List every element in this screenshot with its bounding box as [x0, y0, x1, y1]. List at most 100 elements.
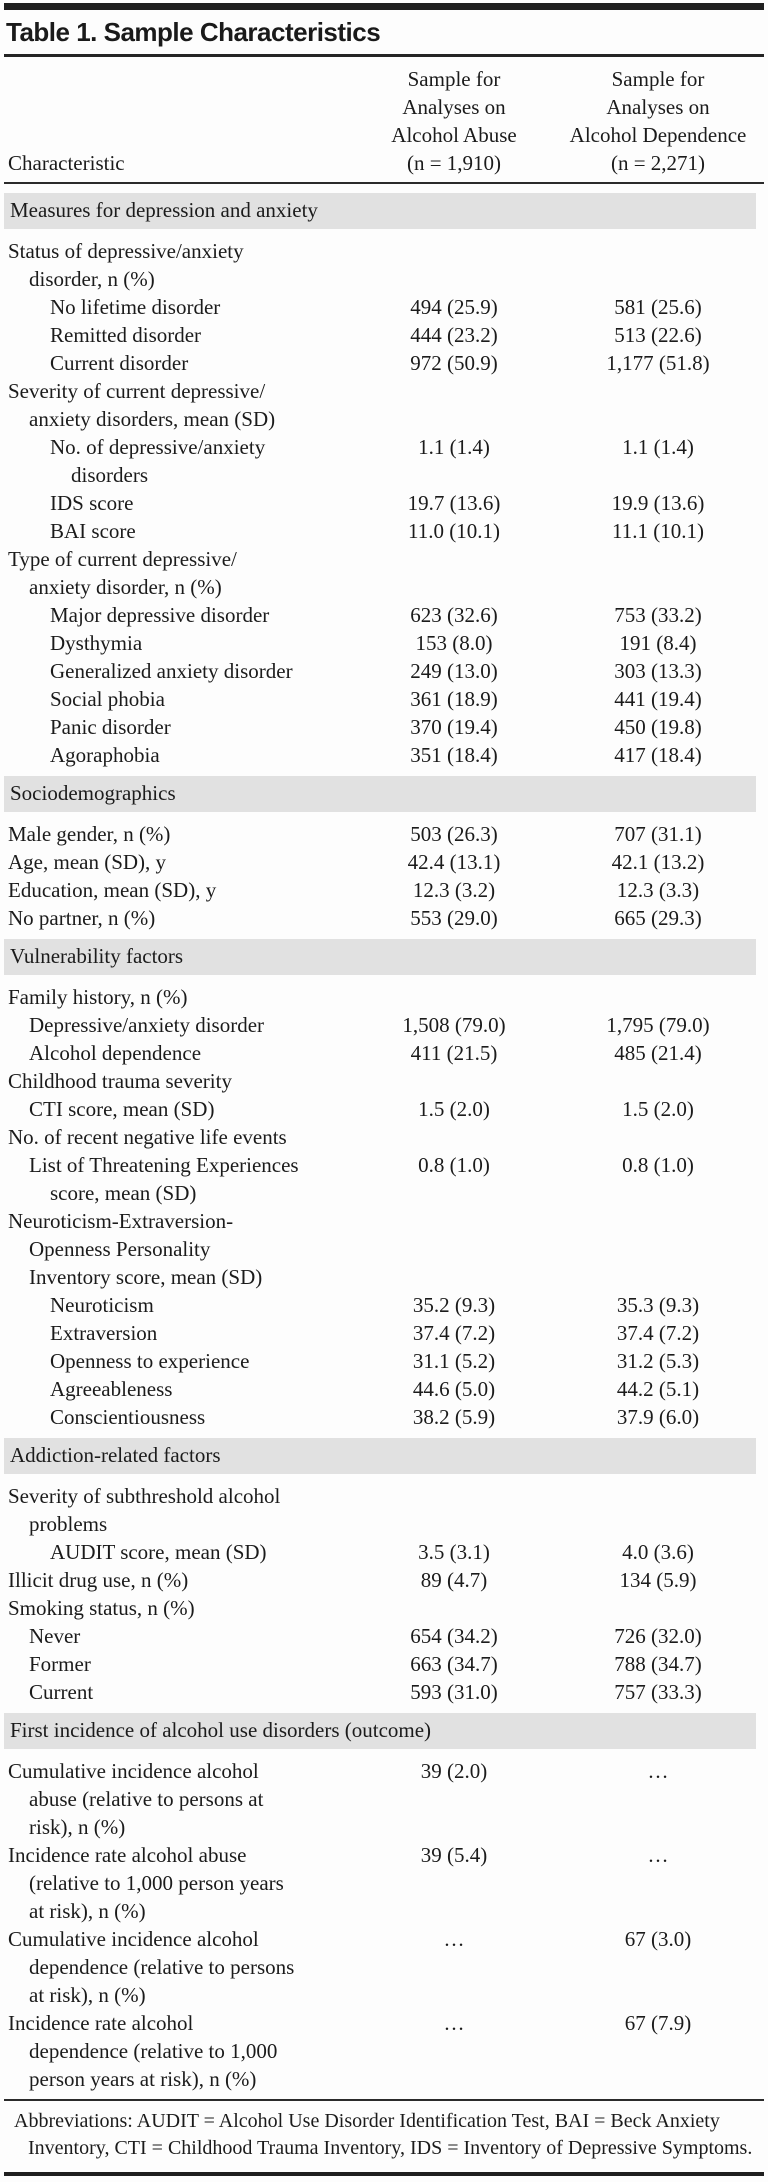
- title-rule: [4, 54, 764, 57]
- table-row: Panic disorder 370 (19.4) 450 (19.8): [4, 713, 764, 741]
- table-row: No. of depressive/anxiety disorders 1.1 (…: [4, 433, 764, 489]
- row-label: Incidence rate alcohol dependence (relat…: [8, 2011, 278, 2091]
- value-alcohol-abuse: 0.8 (1.0): [418, 1153, 490, 1177]
- section-header: Vulnerability factors: [4, 939, 764, 975]
- row-label: No partner, n (%): [8, 906, 156, 930]
- value-alcohol-dependence: 67 (7.9): [624, 2011, 692, 2035]
- table-row: Extraversion 37.4 (7.2) 37.4 (7.2): [4, 1319, 764, 1347]
- table-row: Remitted disorder 444 (23.2) 513 (22.6): [4, 321, 764, 349]
- value-alcohol-abuse: 11.0 (10.1): [408, 519, 500, 543]
- row-label: Social phobia: [50, 687, 165, 711]
- row-label: No lifetime disorder: [50, 295, 221, 319]
- value-alcohol-dependence: 513 (22.6): [614, 323, 702, 347]
- row-label: No. of depressive/anxiety disorders: [50, 435, 266, 487]
- row-label: Age, mean (SD), y: [8, 850, 167, 874]
- row-label: Panic disorder: [50, 715, 171, 739]
- abbreviations-footnote: Abbreviations: AUDIT = Alcohol Use Disor…: [14, 2110, 753, 2159]
- value-alcohol-abuse: 503 (26.3): [410, 822, 498, 846]
- table-row: Agreeableness 44.6 (5.0) 44.2 (5.1): [4, 1375, 764, 1403]
- table-row: Never 654 (34.2) 726 (32.0): [4, 1622, 764, 1650]
- table-row: Social phobia 361 (18.9) 441 (19.4): [4, 685, 764, 713]
- table-row: No partner, n (%) 553 (29.0) 665 (29.3): [4, 904, 764, 932]
- value-alcohol-dependence: 726 (32.0): [614, 1624, 702, 1648]
- row-label: Status of depressive/anxiety disorder, n…: [8, 239, 244, 291]
- row-label: List of Threatening Experiences score, m…: [29, 1153, 299, 1205]
- header-characteristic: Characteristic: [8, 151, 125, 175]
- value-alcohol-abuse: 35.2 (9.3): [412, 1293, 496, 1317]
- table-header-row: Characteristic Sample for Analyses on Al…: [4, 57, 764, 184]
- value-alcohol-abuse: 31.1 (5.2): [412, 1349, 496, 1373]
- value-alcohol-dependence: 134 (5.9): [619, 1568, 697, 1592]
- value-alcohol-abuse: 44.6 (5.0): [412, 1377, 496, 1401]
- value-alcohol-abuse: 663 (34.7): [410, 1652, 498, 1676]
- table-row: Current disorder 972 (50.9) 1,177 (51.8): [4, 349, 764, 377]
- table-row: Cumulative incidence alcohol abuse (rela…: [4, 1757, 764, 1841]
- section-header: Measures for depression and anxiety: [4, 193, 764, 229]
- row-label: AUDIT score, mean (SD): [50, 1540, 267, 1564]
- value-alcohol-dependence: 11.1 (10.1): [612, 519, 704, 543]
- value-alcohol-abuse: 37.4 (7.2): [412, 1321, 496, 1345]
- value-alcohol-abuse: 39 (5.4): [420, 1843, 488, 1867]
- value-alcohol-dependence: 35.3 (9.3): [616, 1293, 700, 1317]
- table-row: Neuroticism-Extraversion- Openness Perso…: [4, 1207, 764, 1291]
- value-alcohol-dependence: 1.1 (1.4): [622, 435, 694, 459]
- value-alcohol-abuse: 89 (4.7): [420, 1568, 488, 1592]
- row-label: Agreeableness: [50, 1377, 173, 1401]
- value-alcohol-abuse: 494 (25.9): [410, 295, 498, 319]
- section-header: First incidence of alcohol use disorders…: [4, 1713, 764, 1749]
- table-row: Depressive/anxiety disorder 1,508 (79.0) 1…: [4, 1011, 764, 1039]
- table-row: Illicit drug use, n (%) 89 (4.7) 134 (5.9): [4, 1566, 764, 1594]
- table-row: Family history, n (%): [4, 983, 764, 1011]
- table-row: BAI score 11.0 (10.1) 11.1 (10.1): [4, 517, 764, 545]
- table-top-rule: [4, 3, 764, 10]
- value-alcohol-dependence: 0.8 (1.0): [622, 1153, 694, 1177]
- value-alcohol-abuse: 42.4 (13.1): [407, 850, 501, 874]
- table-row: Type of current depressive/ anxiety diso…: [4, 545, 764, 601]
- table-row: Incidence rate alcohol abuse (relative t…: [4, 1841, 764, 1925]
- footnote-area: Abbreviations: AUDIT = Alcohol Use Disor…: [4, 2099, 764, 2172]
- value-alcohol-abuse: 3.5 (3.1): [418, 1540, 490, 1564]
- row-label: Alcohol dependence: [29, 1041, 202, 1065]
- value-alcohol-abuse: 39 (2.0): [420, 1759, 488, 1783]
- value-alcohol-dependence: 417 (18.4): [614, 743, 702, 767]
- row-label: CTI score, mean (SD): [29, 1097, 215, 1121]
- value-alcohol-abuse: 411 (21.5): [410, 1041, 498, 1065]
- value-alcohol-abuse: 19.7 (13.6): [407, 491, 501, 515]
- section-header: Addiction-related factors: [4, 1438, 764, 1474]
- row-label: Conscientiousness: [50, 1405, 206, 1429]
- table-row: No. of recent negative life events: [4, 1123, 764, 1151]
- table-row: Major depressive disorder 623 (32.6) 753 (…: [4, 601, 764, 629]
- row-label: Major depressive disorder: [50, 603, 270, 627]
- table-bottom-rule: [4, 2172, 764, 2176]
- value-alcohol-dependence: 1,177 (51.8): [606, 351, 710, 375]
- value-alcohol-dependence: 42.1 (13.2): [611, 850, 705, 874]
- table-row: Smoking status, n (%): [4, 1594, 764, 1622]
- table-row: AUDIT score, mean (SD) 3.5 (3.1) 4.0 (3.6): [4, 1538, 764, 1566]
- value-alcohol-dependence: 37.4 (7.2): [616, 1321, 700, 1345]
- row-label: Current disorder: [50, 351, 189, 375]
- value-alcohol-dependence: 753 (33.2): [614, 603, 702, 627]
- value-alcohol-abuse: 351 (18.4): [410, 743, 498, 767]
- value-alcohol-dependence: 707 (31.1): [614, 822, 702, 846]
- table-row: Childhood trauma severity: [4, 1067, 764, 1095]
- section-header-label: First incidence of alcohol use disorders…: [4, 1713, 756, 1749]
- row-label: Remitted disorder: [50, 323, 202, 347]
- header-col-alcohol-dependence: Sample for Analyses on Alcohol Dependenc…: [569, 67, 747, 175]
- value-alcohol-abuse: 623 (32.6): [410, 603, 498, 627]
- value-alcohol-abuse: 370 (19.4): [410, 715, 498, 739]
- value-alcohol-dependence: 1.5 (2.0): [622, 1097, 694, 1121]
- value-alcohol-abuse: 1.1 (1.4): [418, 435, 490, 459]
- row-label: Cumulative incidence alcohol abuse (rela…: [8, 1759, 264, 1839]
- section-header-label: Addiction-related factors: [4, 1438, 756, 1474]
- row-label: Severity of current depressive/ anxiety …: [8, 379, 276, 431]
- value-alcohol-abuse: 1,508 (79.0): [402, 1013, 506, 1037]
- value-alcohol-dependence: 450 (19.8): [614, 715, 702, 739]
- value-alcohol-dependence: 191 (8.4): [619, 631, 697, 655]
- table-row: No lifetime disorder 494 (25.9) 581 (25.6): [4, 293, 764, 321]
- table-row: CTI score, mean (SD) 1.5 (2.0) 1.5 (2.0): [4, 1095, 764, 1123]
- row-label: Neuroticism-Extraversion- Openness Perso…: [8, 1209, 263, 1289]
- row-label: Family history, n (%): [8, 985, 188, 1009]
- row-label: Cumulative incidence alcohol dependence …: [8, 1927, 295, 2007]
- row-label: Current: [29, 1680, 94, 1704]
